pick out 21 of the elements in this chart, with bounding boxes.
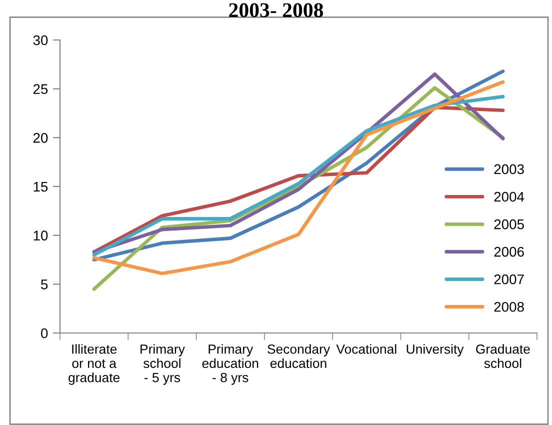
legend-label: 2007 [494, 274, 524, 284]
legend-label: 2006 [494, 246, 524, 257]
y-tick-label: 30 [33, 35, 48, 46]
x-tick-label: University [406, 344, 464, 356]
y-tick-label: 5 [41, 280, 48, 290]
x-tick-label: Graduate school [476, 344, 530, 368]
chart-title: 2003- 2008 [229, 3, 324, 18]
y-tick-label: 15 [34, 182, 48, 192]
x-tick-label: Vocational [336, 344, 396, 354]
legend-label: 2005 [494, 219, 524, 230]
x-tick-label: Primary school - 5 yrs [140, 344, 185, 385]
x-tick-label: Illiterate or not a graduate [68, 344, 120, 385]
y-tick-label: 10 [34, 230, 48, 241]
y-tick-label: 20 [33, 133, 48, 143]
x-tick-label: Secondary education [268, 344, 330, 368]
legend-label: 2004 [494, 192, 524, 202]
y-tick-label: 0 [41, 328, 48, 338]
legend-label: 2003 [494, 164, 524, 174]
y-tick-label: 25 [33, 84, 48, 94]
legend-label: 2008 [494, 302, 524, 312]
x-tick-label: Primary education - 8 yrs [202, 344, 258, 385]
